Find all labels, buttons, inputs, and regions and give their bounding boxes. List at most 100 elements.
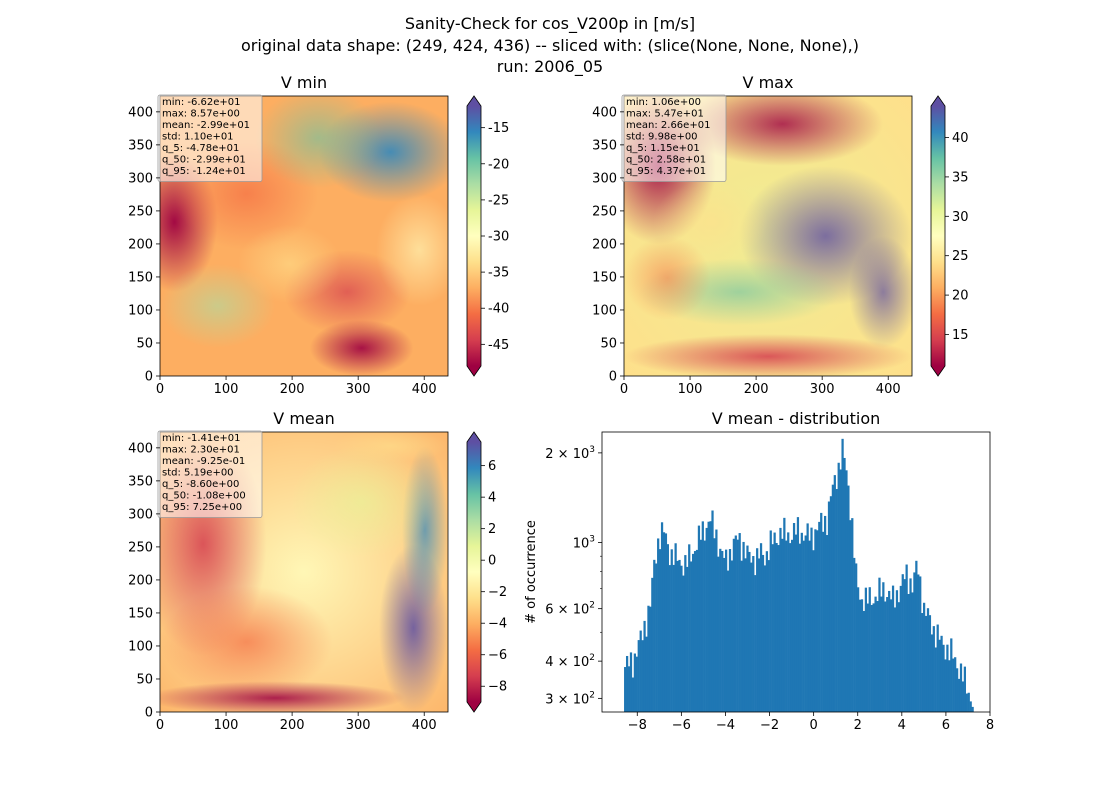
histogram-bar [695, 549, 699, 712]
histogram-bar [934, 647, 937, 712]
histogram-bar [779, 527, 782, 712]
histogram-bar [699, 539, 702, 712]
histogram-bar [653, 559, 656, 712]
histogram-bar [709, 521, 712, 712]
histogram-bar [940, 635, 943, 712]
histogram-bar [967, 692, 970, 712]
stats-line-vmax: mean: 2.66e+01 [626, 120, 710, 131]
histogram-bar [851, 518, 854, 712]
histogram-bar [954, 657, 957, 712]
histogram-bar [965, 693, 968, 712]
stats-line-vmean: q_5: -8.60e+00 [162, 479, 239, 490]
histogram-bar [794, 534, 798, 712]
histogram-bar [703, 540, 706, 712]
histogram-bar [820, 512, 823, 712]
colorbar-outline-vmin [466, 95, 482, 377]
heatmap-blob-vmax [848, 236, 912, 348]
histogram-bar [911, 592, 914, 712]
histogram-bar [658, 549, 662, 712]
heatmap-blob-vmean [160, 586, 333, 698]
histogram-x-tick-label: 0 [809, 718, 817, 733]
y-tick-label-vmean: 200 [128, 573, 153, 588]
histogram-y-tick-label: 2 × 103 [545, 445, 595, 462]
histogram-bar [831, 484, 834, 712]
heatmap-blob-vmean [289, 446, 434, 558]
colorbar-outline-vmax [930, 95, 946, 377]
histogram-x-tick-label: −8 [628, 718, 647, 733]
histogram-bar [748, 551, 751, 712]
x-tick-label-vmax: 400 [876, 382, 901, 397]
stats-line-vmean: mean: -9.25e-01 [162, 456, 245, 467]
histogram-bar [627, 666, 631, 712]
histogram-bar [952, 658, 955, 712]
colorbar-tick-label-vmean: 6 [488, 459, 496, 474]
histogram-bar [678, 559, 681, 712]
histogram-bar [757, 558, 761, 712]
histogram-bar [723, 557, 726, 712]
stats-line-vmin: std: 1.10e+01 [162, 132, 234, 143]
histogram-bar [806, 523, 809, 712]
axes-vmin: 0 100 200 300 400 0 50 100 150 200 250 300 350 400 [128, 105, 436, 397]
histogram-bar [724, 549, 728, 712]
histogram-bar [860, 599, 864, 712]
histogram-bar [657, 538, 660, 712]
histogram-bar [783, 517, 786, 712]
colorbar-tick-label-vmean: 2 [488, 522, 496, 537]
colorbar-extend-bottom-vmin [467, 366, 481, 376]
colorbar-gradient-vmin [467, 106, 481, 366]
histogram-bar [732, 538, 735, 712]
colorbar-tick-label-vmin: -20 [488, 157, 509, 172]
stats-line-vmean: q_95: 7.25e+00 [162, 502, 242, 513]
histogram-bar [802, 540, 805, 712]
histogram-bar [690, 561, 693, 712]
histogram-bar [633, 653, 636, 712]
histogram-bar [767, 560, 770, 712]
y-tick-label-vmean: 250 [128, 540, 153, 555]
heatmap-frame-vmin [159, 95, 449, 377]
x-tick-label-vmean: 100 [214, 718, 239, 733]
y-tick-label-vmean: 400 [128, 441, 153, 456]
histogram-bar [717, 556, 720, 712]
histogram-bar [837, 462, 840, 712]
histogram-bar [790, 539, 794, 712]
y-tick-label-vmin: 0 [145, 370, 153, 385]
histogram-bar [870, 604, 873, 712]
y-tick-label-vmax: 350 [592, 138, 617, 153]
histogram-bar [905, 564, 908, 712]
histogram-bar [761, 554, 765, 712]
stats-box-background-vmax [621, 94, 727, 182]
histogram-x-tick-label: −4 [716, 718, 735, 733]
histogram-bar [814, 529, 817, 712]
colorbar-vmin: -15 -20 -25 -30 -35 -40 -45 [466, 95, 509, 377]
histogram-x-tick-label: −6 [672, 718, 691, 733]
histogram-bar [728, 549, 732, 712]
histogram-bar [730, 560, 734, 712]
axes-vmax: 0 100 200 300 400 0 50 100 150 200 250 300 350 400 [592, 105, 900, 397]
histogram-bar [938, 639, 941, 712]
histogram-bar [849, 520, 852, 712]
histogram-bar [829, 496, 833, 712]
y-tick-label-vmin: 400 [128, 105, 153, 120]
histogram-bar [759, 543, 763, 712]
histogram-bar [752, 556, 755, 712]
histogram-bar [907, 593, 910, 712]
histogram-bar [742, 541, 745, 712]
histogram-bar [705, 527, 708, 712]
colorbar-extend-top-vmax [931, 96, 945, 106]
panel-histogram: V mean - distribution # of occurrence −8… [524, 409, 994, 733]
panel-vmax-title: V max [743, 73, 794, 92]
heatmap-blob-vmin [255, 96, 382, 189]
histogram-bar [639, 630, 642, 712]
colorbar-extend-bottom-vmax [931, 366, 945, 376]
histogram-bar [804, 535, 807, 712]
histogram-bar [773, 532, 776, 712]
histogram-bar [787, 532, 790, 712]
histogram-bar [950, 638, 953, 712]
colorbar-tick-label-vmax: 25 [952, 249, 969, 264]
histogram-bar [668, 565, 671, 712]
histogram-bar [915, 560, 918, 712]
histogram-bar [909, 578, 912, 712]
y-tick-label-vmax: 50 [600, 336, 617, 351]
histogram-y-tick-label: 4 × 102 [545, 653, 595, 670]
